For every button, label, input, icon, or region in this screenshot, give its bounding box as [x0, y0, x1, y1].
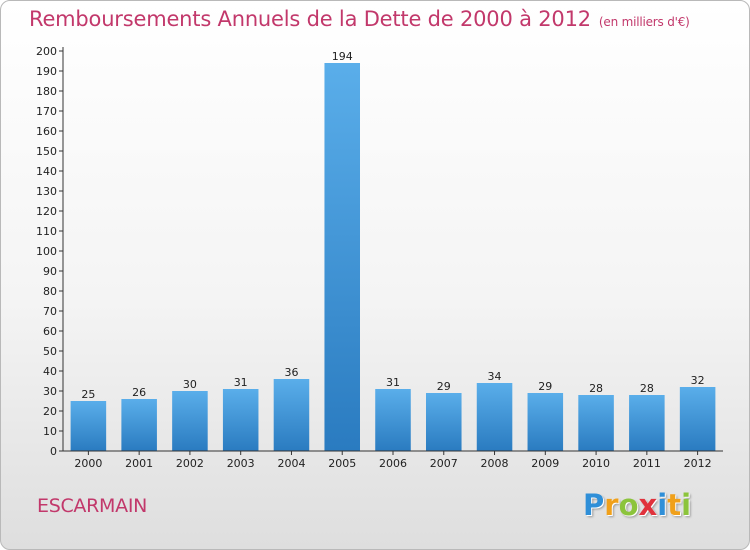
- logo-letter: x: [638, 488, 658, 522]
- bar-2001[interactable]: [121, 399, 157, 451]
- bar-2010[interactable]: [578, 395, 614, 451]
- data-label-2007: 29: [437, 380, 451, 393]
- y-tick-label: 50: [43, 345, 57, 358]
- bar-2009[interactable]: [527, 393, 564, 451]
- y-tick-label: 20: [43, 405, 57, 418]
- bar-2004[interactable]: [273, 379, 310, 451]
- y-tick-label: 90: [43, 265, 57, 278]
- x-tick-label-2012: 2012: [684, 457, 712, 470]
- logo-letter: i: [681, 488, 692, 522]
- logo-letter: t: [667, 488, 682, 522]
- logo-letter: P: [583, 488, 605, 522]
- bar-2005[interactable]: [324, 63, 360, 451]
- bar-2008[interactable]: [476, 383, 513, 451]
- data-label-2009: 29: [538, 380, 552, 393]
- y-tick-label: 10: [43, 425, 57, 438]
- x-tick-label-2005: 2005: [328, 457, 356, 470]
- data-label-2011: 28: [640, 382, 654, 395]
- y-tick-label: 70: [43, 305, 57, 318]
- chart-title-text: Remboursements Annuels de la Dette de 20…: [29, 7, 591, 31]
- data-label-2003: 31: [234, 376, 248, 389]
- chart-unit: (en milliers d'€): [598, 15, 690, 29]
- x-tick-label-2003: 2003: [227, 457, 255, 470]
- y-tick-label: 180: [36, 85, 57, 98]
- y-tick-label: 190: [36, 65, 57, 78]
- data-label-2008: 34: [488, 370, 502, 383]
- x-tick-label-2007: 2007: [430, 457, 458, 470]
- y-tick-label: 130: [36, 185, 57, 198]
- proxiti-logo[interactable]: Proxiti: [583, 488, 691, 522]
- y-tick-label: 200: [36, 45, 57, 58]
- commune-name: ESCARMAIN: [37, 495, 148, 517]
- y-tick-label: 120: [36, 205, 57, 218]
- x-tick-label-2008: 2008: [481, 457, 509, 470]
- x-tick-label-2001: 2001: [125, 457, 153, 470]
- bars-group: 25 26 30 31 36 194 31 29 34 29 28 28 32: [70, 50, 716, 451]
- logo-letter: r: [604, 488, 619, 522]
- data-label-2001: 26: [132, 386, 146, 399]
- y-tick-label: 170: [36, 105, 57, 118]
- bar-2012[interactable]: [679, 387, 716, 451]
- x-tick-label-2006: 2006: [379, 457, 407, 470]
- chart-title: Remboursements Annuels de la Dette de 20…: [29, 7, 690, 31]
- y-tick-label: 80: [43, 285, 57, 298]
- logo-letter: i: [657, 488, 668, 522]
- y-axis: 0 10 20 30 40 50 60 70 80 90 100 110 120 130 140 150 160…: [36, 45, 64, 458]
- y-tick-label: 100: [36, 245, 57, 258]
- x-tick-label-2004: 2004: [277, 457, 305, 470]
- data-label-2005: 194: [332, 50, 353, 63]
- x-tick-label-2011: 2011: [633, 457, 661, 470]
- bar-2000[interactable]: [70, 401, 107, 451]
- y-tick-label: 40: [43, 365, 57, 378]
- logo-letter: o: [618, 488, 639, 522]
- data-label-2010: 28: [589, 382, 603, 395]
- data-label-2002: 30: [183, 378, 197, 391]
- y-tick-label: 160: [36, 125, 57, 138]
- bar-2002[interactable]: [172, 391, 208, 451]
- bar-2007[interactable]: [426, 393, 462, 451]
- bar-2006[interactable]: [375, 389, 411, 451]
- data-label-2012: 32: [691, 374, 705, 387]
- x-tick-label-2010: 2010: [582, 457, 610, 470]
- y-tick-label: 110: [36, 225, 57, 238]
- y-tick-label: 30: [43, 385, 57, 398]
- x-tick-label-2009: 2009: [531, 457, 559, 470]
- data-label-2006: 31: [386, 376, 400, 389]
- bar-2011[interactable]: [629, 395, 665, 451]
- y-tick-label: 60: [43, 325, 57, 338]
- x-tick-label-2002: 2002: [176, 457, 204, 470]
- x-tick-label-2000: 2000: [74, 457, 102, 470]
- data-label-2004: 36: [284, 366, 298, 379]
- data-label-2000: 25: [81, 388, 95, 401]
- bar-2003[interactable]: [222, 389, 259, 451]
- y-tick-label: 150: [36, 145, 57, 158]
- x-axis: 2000 2001 2002 2003 2004 2005 2006 2007 2008 2009…: [63, 450, 723, 470]
- y-tick-label: 0: [50, 445, 57, 458]
- y-tick-label: 140: [36, 165, 57, 178]
